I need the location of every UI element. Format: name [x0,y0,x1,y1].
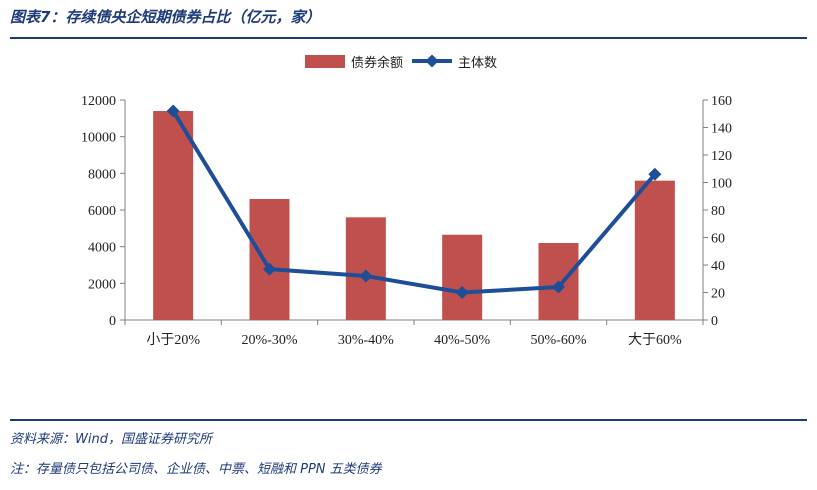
right-tick-label: 60 [711,232,725,247]
right-tick-label: 160 [711,94,732,109]
line-point [648,167,662,181]
x-tick-label: 30%-40% [338,333,394,348]
left-tick-label: 2000 [88,277,116,292]
legend: 债券余额 主体数 [305,54,497,71]
line-point [263,262,276,276]
legend-label-bar: 债券余额 [351,55,403,71]
line-point [359,269,373,283]
x-tick-label: 20%-30% [242,333,298,348]
right-tick-label: 80 [711,204,725,219]
title-divider [10,37,807,39]
x-tick-label: 小于20% [146,332,200,348]
right-tick-label: 40 [711,259,725,274]
left-tick-label: 4000 [88,241,116,256]
series-line [171,109,657,295]
bar-line-chart: 债券余额 主体数 0 2000 4000 6000 8000 10000 12000 0 20 40… [81,54,732,348]
left-tick-label: 0 [109,314,116,329]
left-tick-label: 8000 [88,167,116,182]
axes: 0 2000 4000 6000 8000 10000 12000 0 20 40 60 80 100 1… [81,94,732,348]
source-note: 资料来源：Wind，国盛证券研究所 [10,432,212,447]
bar [634,180,675,320]
legend-swatch-bar [305,55,345,68]
right-tick-label: 100 [711,177,732,192]
right-tick-label: 20 [711,287,725,302]
left-tick-label: 6000 [88,204,116,219]
legend-swatch-marker [425,54,439,68]
right-tick-label: 0 [711,314,718,329]
footer-divider [10,419,807,421]
x-tick-label: 50%-60% [531,333,587,348]
line-point [552,280,565,294]
bar [153,111,194,320]
legend-label-line: 主体数 [458,56,497,71]
chart-title: 图表7：存续债央企短期债券占比（亿元，家） [10,8,321,26]
x-tick-label: 40%-50% [434,333,490,348]
right-tick-label: 120 [711,149,732,164]
left-tick-label: 10000 [81,131,116,146]
line-series [166,104,662,299]
bar [249,199,290,320]
footnote: 注：存量债只包括公司债、企业债、中票、短融和 PPN 五类债券 [10,462,382,477]
x-tick-label: 大于60% [628,332,682,348]
left-tick-label: 12000 [81,94,116,109]
line-point [166,104,180,118]
bars [153,111,675,320]
line-point [455,286,469,299]
bar [442,234,483,320]
bar [345,217,386,320]
right-tick-label: 140 [711,122,732,137]
